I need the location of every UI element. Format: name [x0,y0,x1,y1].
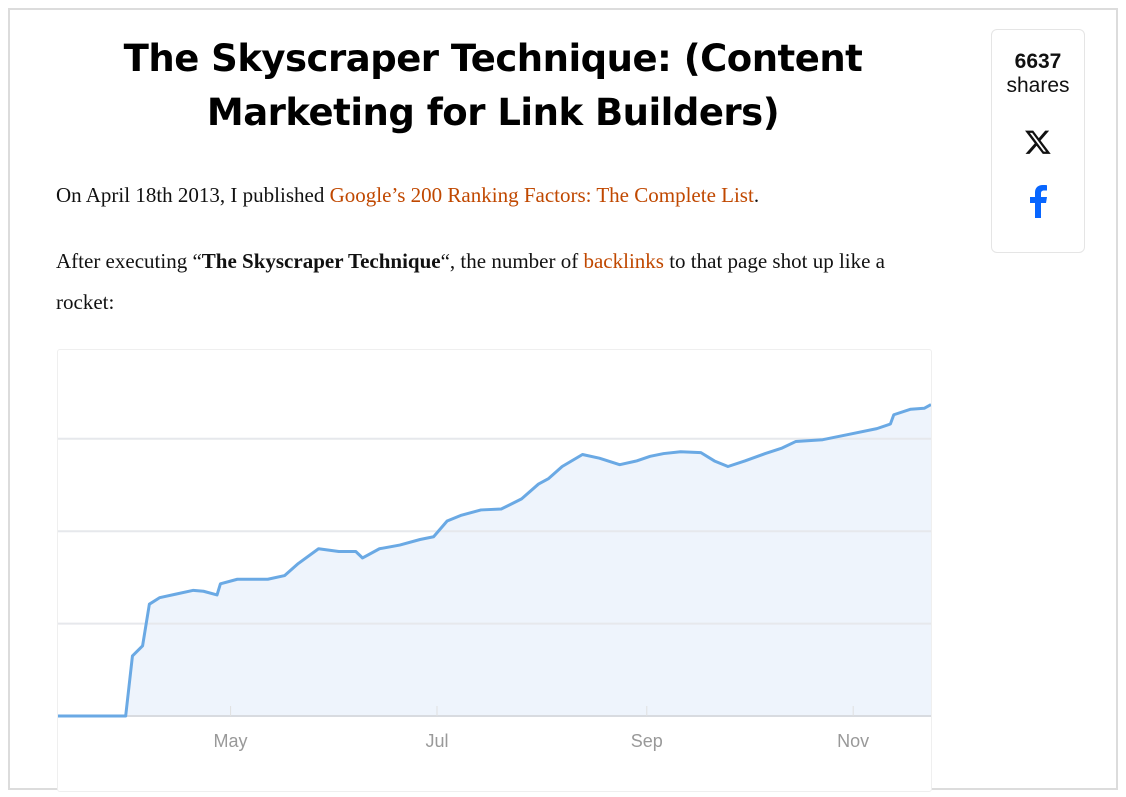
intro-paragraph: On April 18th 2013, I published Google’s… [56,175,936,216]
article-title: The Skyscraper Technique: (Content Marke… [123,37,863,134]
result-text-end: to that page shot up like a rocket: [56,249,886,314]
intro-text: On April 18th 2013, I published [56,183,330,207]
technique-name: The Skyscraper Technique [201,249,441,273]
backlinks-line [58,403,932,718]
share-box: 6637 shares [991,29,1085,253]
x-tick-label: Sep [631,731,663,751]
ranking-factors-link[interactable]: Google’s 200 Ranking Factors: The Comple… [329,183,754,207]
x-tick-label: May [214,731,248,751]
facebook-icon[interactable] [1028,184,1048,218]
share-count: 6637 [1014,50,1062,73]
intro-end: . [753,183,760,207]
result-paragraph: After executing “The Skyscraper Techniqu… [56,241,926,323]
result-text-middle: “, the number of [440,249,584,273]
x-tick-label: Jul [425,731,448,751]
x-twitter-icon[interactable] [1023,128,1053,156]
chart-area-fill [58,404,931,716]
result-text-start: After executing “ [56,249,202,273]
backlinks-link[interactable]: backlinks [583,249,664,273]
x-tick-label: Nov [837,731,869,751]
backlinks-chart: May Jul Sep Nov [57,349,932,792]
chart-svg: May Jul Sep Nov [58,403,932,751]
share-label: shares [1006,74,1070,97]
